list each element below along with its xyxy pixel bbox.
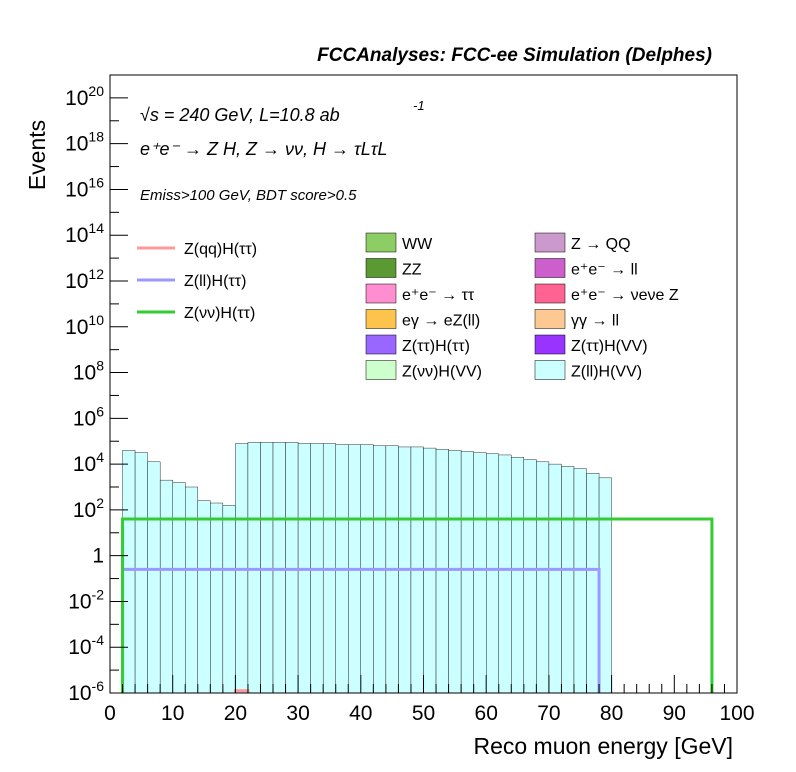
bar-z-ll-h-vv--2 [147,461,161,694]
chart-title: FCCAnalyses: FCC-ee Simulation (Delphes) [317,45,712,66]
x-tick-label-6: 60 [475,702,498,725]
legend-entry-0: WW [402,236,433,253]
legend-swatch-4 [365,283,397,304]
x-tick-label-1: 10 [161,702,184,725]
bar-z-ll-h-vv--3 [159,479,173,694]
x-tick-label-9: 90 [663,702,686,725]
legend-entry-2: ZZ [402,262,422,279]
legend-entry-1: Z → QQ [571,236,631,253]
legend-swatch-0 [365,232,397,253]
annotation-process: e⁺e⁻ → Z H, Z → νν, H → τLτL [140,139,388,159]
bar-z-ll-h-vv--10 [247,442,261,694]
legend-swatch-8 [365,334,397,355]
x-tick-label-5: 50 [412,702,435,725]
bar-z-ll-h-vv--25 [435,449,449,694]
y-tick-label-9: 1012 [65,266,104,293]
y-tick-label-12: 1018 [65,129,104,156]
bar-z-ll-h-vv--6 [197,500,211,694]
y-tick-label-10: 1014 [65,220,104,247]
legend-swatch-5 [534,283,566,304]
x-tick-label-7: 70 [537,702,560,725]
legend-entry-5: e⁺e⁻ → νeνe Z [571,287,679,304]
y-tick-label-1: 10-4 [68,632,104,659]
bar-z-ll-h-vv--29 [486,453,499,694]
y-tick-label-0: 10-6 [68,678,104,705]
x-axis-label: Reco muon energy [GeV] [473,733,733,759]
bar-z-ll-h-vv--1 [134,452,148,694]
bar-z-ll-h-vv--27 [460,451,474,694]
y-tick-label-13: 1020 [65,83,104,110]
bar-z-ll-h-vv--7 [210,502,224,694]
bar-z-ll-h-vv--26 [448,450,462,694]
bar-z-ll-h-vv--38 [598,477,612,694]
bar-z-ll-h-vv--12 [272,442,286,694]
bar-z-ll-h-vv--13 [285,442,299,694]
legend-swatch-6 [365,309,397,329]
y-tick-label-11: 1016 [65,174,104,201]
bar-z-ll-h-vv--28 [473,452,487,694]
bar-z-ll-h-vv--37 [586,473,600,694]
x-tick-label-10: 100 [719,702,754,725]
legend-label-1: Z(ll)H(ττ) [184,273,246,290]
annotation-cuts: Emiss>100 GeV, BDT score>0.5 [140,187,357,204]
bar-z-ll-h-vv--0 [122,450,136,694]
y-tick-label-6: 106 [73,403,104,430]
legend-swatch-11 [534,360,566,380]
y-tick-label-4: 102 [73,495,104,522]
bar-z-ll-h-vv--31 [511,457,525,694]
legend-entry-9: Z(ττ)H(VV) [571,338,648,355]
bar-z-ll-h-vv--34 [548,463,562,694]
legend-swatch-1 [534,232,566,253]
legend-swatch-9 [534,334,566,355]
y-axis-label: Events [24,120,50,190]
bar-z-ll-h-vv--30 [498,454,512,694]
legend-entry-11: Z(ll)H(VV) [571,364,642,381]
legend-entry-7: γγ → ll [571,313,619,330]
energy-label: √s = 240 GeV, L=10.8 ab [140,105,340,125]
signal-line-2 [121,517,714,693]
x-tick-label-8: 80 [600,702,623,725]
bar-z-ll-h-vv--33 [536,461,550,694]
y-tick-label-8: 1010 [65,312,104,339]
plot-area [109,74,738,694]
x-tick-label-2: 20 [224,702,247,725]
legend-swatch-7 [534,309,566,329]
legend-entry-8: Z(ττ)H(ττ) [402,338,470,355]
bar-z-ll-h-vv--36 [573,468,587,694]
legend-entry-10: Z(νν)H(VV) [402,364,482,381]
bar-z-ll-h-vv--4 [172,482,186,694]
y-tick-label-3: 1 [92,545,104,568]
legend-entry-3: e⁺e⁻ → ll [571,262,638,279]
axis-ticks: 0 10 20 30 40 50 60 70 80 90 10010-610-410-2110210… [65,83,754,725]
y-tick-label-2: 10-2 [68,586,104,613]
bar-z-ll-h-vv--11 [260,442,274,694]
y-tick-label-5: 104 [73,449,104,476]
legend-entry-4: e⁺e⁻ → ττ [402,287,475,304]
annotation-energy: √s = 240 GeV, L=10.8 ab -1 [140,98,425,125]
legend-label-2: Z(νν)H(ττ) [184,305,255,322]
bar-z-ll-h-vv--32 [523,459,537,694]
legend-label-0: Z(qq)H(ττ) [184,241,257,258]
legend: Z(qq)H(ττ) Z(ll)H(ττ) Z(νν)H(ττ) WW Z → QQ ZZ… [137,232,679,381]
energy-exponent: -1 [413,98,425,113]
legend-swatch-10 [365,360,397,380]
x-tick-label-3: 30 [286,702,309,725]
legend-swatch-3 [534,258,566,278]
bar-z-ll-h-vv--35 [561,466,575,694]
legend-entry-6: eγ → eZ(ll) [402,313,480,330]
bar-z-ll-h-vv--8 [222,505,236,694]
x-tick-label-0: 0 [104,702,116,725]
legend-swatch-2 [365,258,397,278]
x-tick-label-4: 40 [349,702,372,725]
y-tick-label-7: 108 [73,358,104,385]
